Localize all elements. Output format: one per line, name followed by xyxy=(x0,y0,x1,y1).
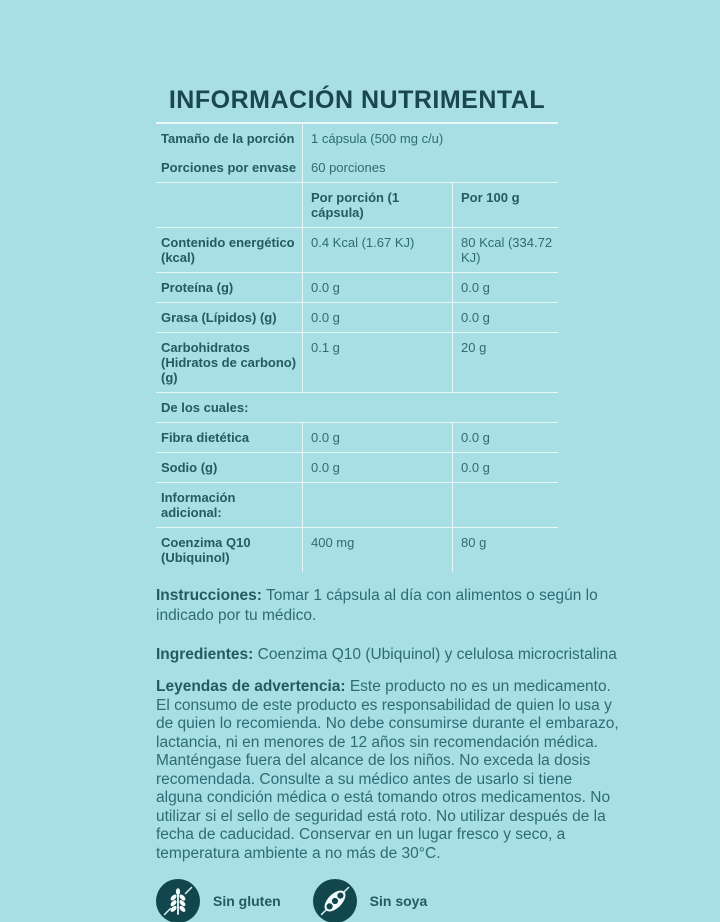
label-content: INFORMACIÓN NUTRIMENTAL Tamaño de la por… xyxy=(156,86,620,922)
table-row-additional-info: Información adicional: xyxy=(156,483,558,528)
nutrition-table: Tamaño de la porción 1 cápsula (500 mg c… xyxy=(156,124,558,572)
row-label: Información adicional: xyxy=(161,490,236,520)
table-row-fat: Grasa (Lípidos) (g) 0.0 g 0.0 g xyxy=(156,303,558,333)
value-per-100g: 20 g xyxy=(452,333,558,392)
badge-soy-free-label: Sin soya xyxy=(369,893,428,909)
no-soy-icon xyxy=(312,879,357,922)
table-row-sodium: Sodio (g) 0.0 g 0.0 g xyxy=(156,453,558,483)
table-row-serving-size: Tamaño de la porción 1 cápsula (500 mg c… xyxy=(156,124,558,153)
value-per-serving: 0.4 Kcal (1.67 KJ) xyxy=(302,228,452,272)
value-per-100g: 80 Kcal (334.72 KJ) xyxy=(452,228,558,272)
instructions-text: Tomar 1 cápsula al día con alimentos o s… xyxy=(156,587,598,624)
value-per-serving: 0.0 g xyxy=(302,273,452,302)
ingredients-text: Coenzima Q10 (Ubiquinol) y celulosa micr… xyxy=(257,646,617,663)
value-per-100g: 0.0 g xyxy=(452,273,558,302)
warnings-label: Leyendas de advertencia: xyxy=(156,678,346,695)
warnings-section: Leyendas de advertencia: Este producto n… xyxy=(156,678,620,863)
value-per-serving: 0.1 g xyxy=(302,333,452,392)
value-per-100g: 0.0 g xyxy=(452,453,558,482)
header-empty-cell xyxy=(156,183,302,227)
table-header-row: Por porción (1 cápsula) Por 100 g xyxy=(156,183,558,228)
row-label: Carbohidratos (Hidratos de carbono) (g) xyxy=(161,340,297,385)
table-row-energy: Contenido energético (kcal) 0.4 Kcal (1.… xyxy=(156,228,558,273)
row-label: Contenido energético (kcal) xyxy=(161,235,295,265)
table-row-fiber: Fibra dietética 0.0 g 0.0 g xyxy=(156,423,558,453)
table-row-protein: Proteína (g) 0.0 g 0.0 g xyxy=(156,273,558,303)
ingredients-section: Ingredientes: Coenzima Q10 (Ubiquinol) y… xyxy=(156,645,620,665)
row-label: Tamaño de la porción xyxy=(161,131,295,146)
row-label: Sodio (g) xyxy=(161,460,218,475)
value-per-100g: 80 g xyxy=(452,528,558,572)
empty-cell xyxy=(302,483,452,527)
empty-cell xyxy=(452,483,558,527)
row-label: Proteína (g) xyxy=(161,280,234,295)
serving-size-value: 1 cápsula (500 mg c/u) xyxy=(302,124,558,153)
value-per-serving: 0.0 g xyxy=(302,453,452,482)
instructions-label: Instrucciones: xyxy=(156,587,262,604)
value-per-serving: 400 mg xyxy=(302,528,452,572)
value-per-serving: 0.0 g xyxy=(302,303,452,332)
no-gluten-icon xyxy=(156,879,200,922)
badge-gluten-free: Sin gluten xyxy=(156,879,281,922)
value-per-serving: 0.0 g xyxy=(302,423,452,452)
row-label: Grasa (Lípidos) (g) xyxy=(161,310,277,325)
servings-per-container-value: 60 porciones xyxy=(302,153,558,182)
instructions-section: Instrucciones: Tomar 1 cápsula al día co… xyxy=(156,586,620,626)
table-row-carbohydrates: Carbohidratos (Hidratos de carbono) (g) … xyxy=(156,333,558,393)
table-row-coenzyme-q10: Coenzima Q10 (Ubiquinol) 400 mg 80 g xyxy=(156,528,558,572)
value-per-100g: 0.0 g xyxy=(452,423,558,452)
badge-soy-free: Sin soya xyxy=(312,879,428,922)
page-title: INFORMACIÓN NUTRIMENTAL xyxy=(156,86,558,124)
ingredients-label: Ingredientes: xyxy=(156,646,254,663)
warnings-text: Este producto no es un medicamento. El c… xyxy=(156,678,619,862)
table-subsection-label: De los cuales: xyxy=(156,393,558,423)
table-row-servings-per-container: Porciones por envase 60 porciones xyxy=(156,153,558,183)
column-header-per-100g: Por 100 g xyxy=(452,183,558,227)
row-label: Fibra dietética xyxy=(161,430,250,445)
column-header-per-serving: Por porción (1 cápsula) xyxy=(302,183,452,227)
dietary-badges: Sin gluten xyxy=(156,879,620,922)
badge-gluten-free-label: Sin gluten xyxy=(213,893,281,909)
row-label: Porciones por envase xyxy=(161,160,297,175)
value-per-100g: 0.0 g xyxy=(452,303,558,332)
row-label: Coenzima Q10 (Ubiquinol) xyxy=(161,535,251,565)
